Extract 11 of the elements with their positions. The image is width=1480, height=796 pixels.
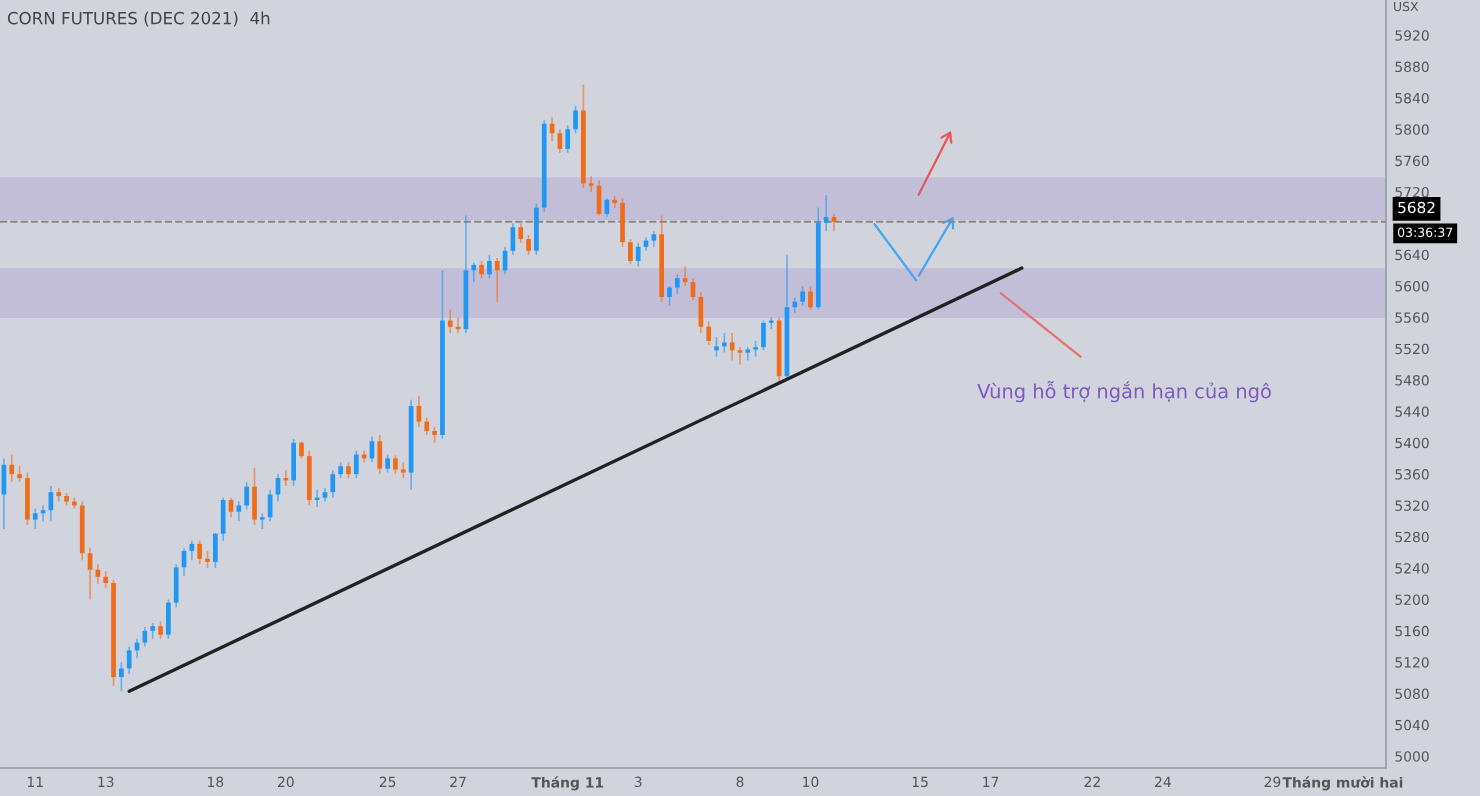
candlestick (400, 461, 406, 479)
candlestick (56, 487, 62, 503)
candlestick (768, 316, 774, 330)
candlestick (259, 512, 265, 530)
text: CORN FUTURES (DEC 2021) 4h (7, 11, 270, 27)
candlestick (612, 195, 618, 209)
candlestick (588, 175, 594, 193)
candlestick (283, 469, 289, 487)
annotation: Vùng hỗ trợ ngắn hạn của ngô (977, 381, 1271, 403)
candlestick (745, 346, 751, 362)
candlestick (737, 346, 743, 366)
